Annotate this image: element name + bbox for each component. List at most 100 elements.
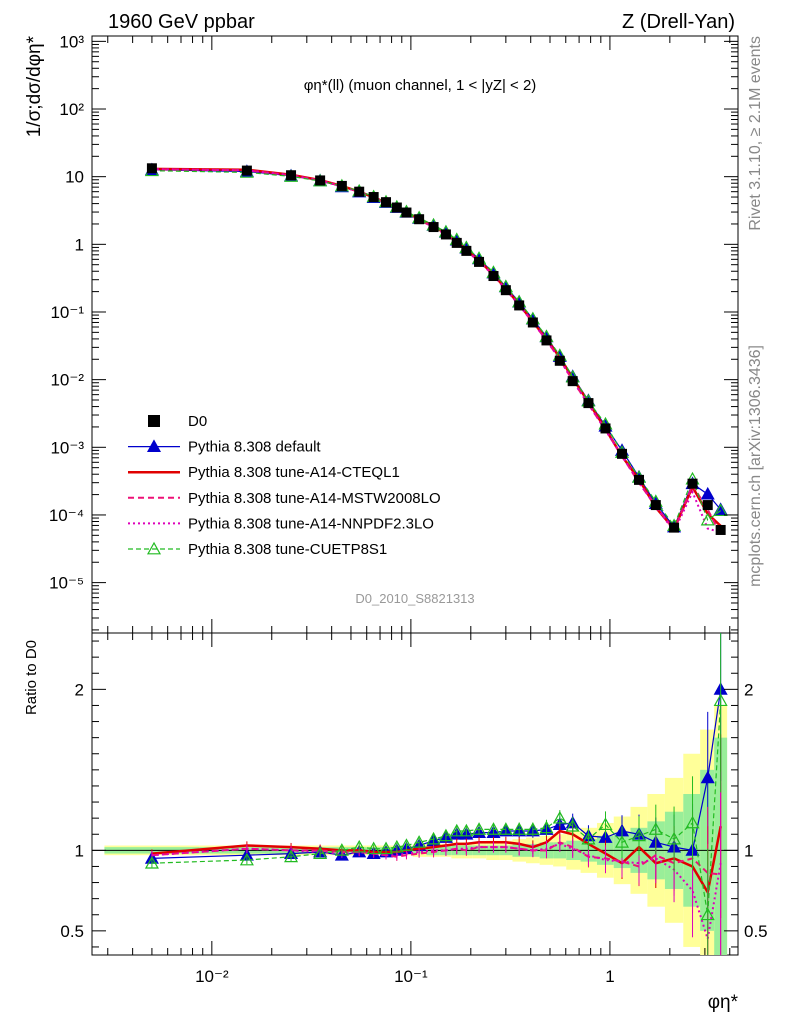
ratio-series-marker bbox=[239, 852, 254, 866]
ratio-series-marker bbox=[631, 828, 647, 842]
data-point bbox=[488, 271, 499, 282]
ratio-y-tick-label-right: 2 bbox=[744, 680, 753, 699]
main-panel bbox=[144, 162, 728, 536]
axes: 10⁻² 10⁻¹ 1 10⁻⁵ 10⁻⁴ 10⁻³ 10⁻² 10⁻¹ 1 10 10² 10³ 0.… bbox=[49, 32, 768, 986]
main-y-tick-label: 10⁻² bbox=[50, 371, 84, 390]
ratio-series-marker bbox=[648, 822, 663, 835]
ratio-y-tick-label-right: 0.5 bbox=[744, 922, 768, 941]
ratio-series-marker bbox=[700, 907, 715, 921]
ratio-series-marker bbox=[144, 855, 159, 869]
data-point bbox=[583, 398, 594, 409]
data-point bbox=[514, 300, 525, 311]
x-tick-label: 10⁻¹ bbox=[394, 967, 428, 986]
legend-label: Pythia 8.308 tune-CUETP8S1 bbox=[188, 541, 387, 558]
ratio-panel bbox=[144, 633, 728, 955]
header-left: 1960 GeV ppbar bbox=[108, 11, 255, 33]
ratio-series-marker bbox=[713, 693, 728, 707]
data-point bbox=[368, 192, 379, 203]
main-y-label: 1/σ;dσ/dφη* bbox=[24, 35, 45, 137]
ratio-series-marker bbox=[459, 823, 474, 837]
x-axis-label: φη* bbox=[708, 992, 739, 1013]
ratio-y-tick-label: 2 bbox=[75, 680, 84, 699]
ratio-frame bbox=[91, 632, 739, 956]
ratio-series-marker bbox=[313, 846, 328, 859]
legend-label: Pythia 8.308 default bbox=[188, 439, 321, 456]
ratio-series-marker bbox=[426, 831, 441, 845]
ratio-series-marker bbox=[614, 835, 630, 848]
data-point bbox=[146, 163, 157, 174]
ratio-series-marker bbox=[412, 835, 427, 848]
ratio-series-line bbox=[151, 825, 722, 896]
legend-marker-square bbox=[148, 415, 160, 427]
data-point bbox=[414, 214, 425, 225]
ratio-series-marker bbox=[598, 817, 613, 830]
ratio-series-marker bbox=[700, 770, 715, 784]
ratio-series-marker bbox=[667, 831, 682, 845]
main-y-tick-label: 10² bbox=[59, 100, 84, 119]
main-series-marker bbox=[700, 486, 715, 500]
ratio-series-marker bbox=[352, 839, 367, 853]
data-point bbox=[617, 448, 628, 459]
data-point bbox=[541, 335, 552, 346]
ratio-series-line bbox=[151, 700, 722, 915]
ratio-y-tick-label: 1 bbox=[75, 841, 84, 860]
ratio-series-marker bbox=[438, 828, 453, 842]
ratio-y-label: Ratio to D0 bbox=[23, 640, 40, 715]
data-point bbox=[567, 376, 578, 387]
ratio-series-marker bbox=[486, 822, 501, 835]
ratio-series-marker bbox=[581, 831, 596, 845]
data-point bbox=[241, 165, 252, 176]
main-annotation: φη*(ll) (muon channel, 1 < |yZ| < 2) bbox=[304, 77, 537, 94]
ratio-series-marker bbox=[366, 841, 381, 855]
ratio-y-tick-label: 0.5 bbox=[60, 922, 84, 941]
data-point bbox=[634, 474, 645, 485]
ratio-series-marker bbox=[539, 820, 554, 834]
plot-frames bbox=[91, 35, 739, 956]
data-point bbox=[451, 237, 462, 248]
legend-label: Pythia 8.308 tune-A14-NNPDF2.3LO bbox=[188, 515, 434, 532]
ratio-y-tick-label-right: 1 bbox=[744, 841, 753, 860]
side-text-bottom: mcplots.cern.ch [arXiv:1306.3436] bbox=[747, 345, 764, 587]
legend: D0 Pythia 8.308 default Pythia 8.308 tune-… bbox=[128, 413, 441, 558]
ratio-series-marker bbox=[472, 822, 487, 835]
main-y-tick-label: 10⁻⁵ bbox=[49, 574, 84, 593]
watermark: D0_2010_S8821313 bbox=[355, 591, 474, 606]
data-point bbox=[315, 175, 326, 186]
data-point bbox=[286, 170, 297, 181]
data-point bbox=[474, 256, 485, 267]
data-point bbox=[554, 355, 565, 366]
ratio-series-marker bbox=[378, 841, 394, 855]
data-point bbox=[336, 180, 347, 191]
side-text-top: Rivet 3.1.10, ≥ 2.1M events bbox=[747, 36, 764, 231]
main-y-tick-label: 10⁻⁴ bbox=[49, 506, 84, 525]
ratio-series-marker bbox=[389, 839, 404, 853]
data-point bbox=[650, 500, 661, 511]
header-right: Z (Drell-Yan) bbox=[622, 11, 735, 33]
data-point bbox=[715, 524, 726, 535]
ratio-series-marker bbox=[449, 823, 464, 837]
data-point bbox=[527, 317, 538, 328]
data-point bbox=[702, 500, 713, 511]
ratio-series-marker bbox=[565, 818, 580, 832]
main-y-tick-label: 10⁻¹ bbox=[50, 303, 84, 322]
ratio-series-marker bbox=[512, 822, 527, 835]
data-point bbox=[428, 222, 439, 233]
main-y-tick-label: 10⁻³ bbox=[50, 438, 84, 457]
legend-marker-triangle bbox=[146, 439, 162, 452]
main-series-marker bbox=[700, 512, 715, 526]
data-point bbox=[440, 229, 451, 240]
data-point bbox=[500, 285, 511, 296]
data-point bbox=[461, 245, 472, 256]
data-point bbox=[391, 202, 402, 213]
data-point bbox=[354, 186, 365, 197]
legend-label: D0 bbox=[188, 413, 207, 430]
data-point bbox=[687, 478, 698, 489]
main-y-tick-label: 10³ bbox=[59, 32, 84, 51]
main-y-tick-label: 10 bbox=[65, 168, 84, 187]
legend-label: Pythia 8.308 tune-A14-MSTW2008LO bbox=[188, 490, 441, 507]
data-point bbox=[401, 207, 412, 218]
data-point bbox=[381, 197, 392, 208]
main-y-tick-label: 1 bbox=[75, 235, 84, 254]
ratio-series-marker bbox=[399, 838, 414, 851]
